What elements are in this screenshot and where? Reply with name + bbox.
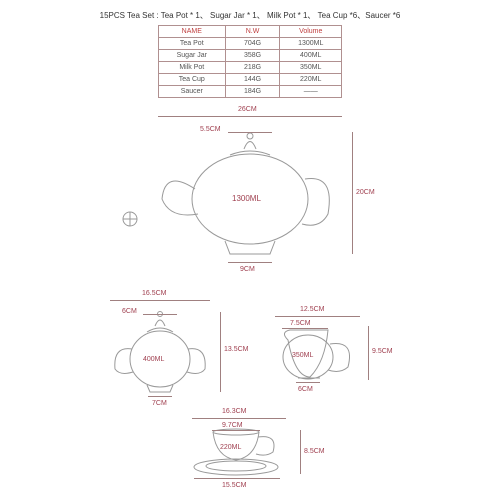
dim-line — [110, 300, 210, 301]
teapot-base: 9CM — [240, 266, 255, 273]
teapot-width: 26CM — [238, 106, 257, 113]
sugarjar-shape — [105, 304, 215, 394]
teapot-lid: 5.5CM — [200, 126, 221, 133]
table-row: Saucer184G—— — [158, 86, 342, 98]
cell: Sugar Jar — [158, 50, 225, 62]
cell: 704G — [225, 38, 279, 50]
dim-line — [300, 430, 301, 474]
dim-line — [282, 328, 328, 329]
cup-width: 16.3CM — [222, 408, 247, 415]
dim-line — [352, 132, 353, 254]
dim-line — [194, 478, 280, 479]
cell: 1300ML — [280, 38, 342, 50]
sugarjar-base: 7CM — [152, 400, 167, 407]
table-header-row: NAME N.W Volume — [158, 26, 342, 38]
milkpot-volume: 350ML — [292, 352, 313, 359]
milkpot-height: 9.5CM — [372, 348, 393, 355]
cell: 144G — [225, 74, 279, 86]
infuser-icon — [120, 209, 140, 229]
col-nw: N.W — [225, 26, 279, 38]
cup-shape — [178, 422, 298, 482]
cell: Saucer — [158, 86, 225, 98]
dim-line — [228, 262, 272, 263]
cell: Tea Pot — [158, 38, 225, 50]
dim-line — [143, 314, 177, 315]
cell: 184G — [225, 86, 279, 98]
milkpot-top: 7.5CM — [290, 320, 311, 327]
sugarjar-width: 16.5CM — [142, 290, 167, 297]
dim-line — [220, 312, 221, 392]
table-row: Milk Pot218G350ML — [158, 62, 342, 74]
dim-line — [148, 396, 172, 397]
diagram-area: 26CM 5.5CM 20CM 9CM 1300ML 16.5CM 6CM 13… — [0, 104, 500, 484]
dim-line — [296, 382, 320, 383]
cup-height: 8.5CM — [304, 448, 325, 455]
dim-line — [158, 116, 342, 117]
cell: 220ML — [280, 74, 342, 86]
cell: 218G — [225, 62, 279, 74]
dim-line — [228, 132, 272, 133]
dim-line — [275, 316, 360, 317]
cell: —— — [280, 86, 342, 98]
sugarjar-volume: 400ML — [143, 356, 164, 363]
cell: 400ML — [280, 50, 342, 62]
cup-top: 9.7CM — [222, 422, 243, 429]
sugarjar-height: 13.5CM — [224, 346, 249, 353]
teapot-volume: 1300ML — [232, 194, 261, 203]
milkpot-base: 6CM — [298, 386, 313, 393]
col-name: NAME — [158, 26, 225, 38]
dim-line — [368, 326, 369, 380]
table-row: Tea Cup144G220ML — [158, 74, 342, 86]
table-row: Tea Pot704G1300ML — [158, 38, 342, 50]
page-title: 15PCS Tea Set : Tea Pot * 1、 Sugar Jar *… — [0, 0, 500, 25]
cell: Milk Pot — [158, 62, 225, 74]
dim-line — [212, 430, 260, 431]
sugarjar-lid: 6CM — [122, 308, 137, 315]
col-volume: Volume — [280, 26, 342, 38]
spec-table: NAME N.W Volume Tea Pot704G1300ML Sugar … — [158, 25, 343, 98]
cup-volume: 220ML — [220, 444, 241, 451]
cell: 358G — [225, 50, 279, 62]
cup-saucer: 15.5CM — [222, 482, 247, 489]
teapot-height: 20CM — [356, 189, 375, 196]
cell: Tea Cup — [158, 74, 225, 86]
milkpot-width: 12.5CM — [300, 306, 325, 313]
dim-line — [192, 418, 286, 419]
teapot-shape — [150, 119, 350, 264]
cell: 350ML — [280, 62, 342, 74]
table-row: Sugar Jar358G400ML — [158, 50, 342, 62]
